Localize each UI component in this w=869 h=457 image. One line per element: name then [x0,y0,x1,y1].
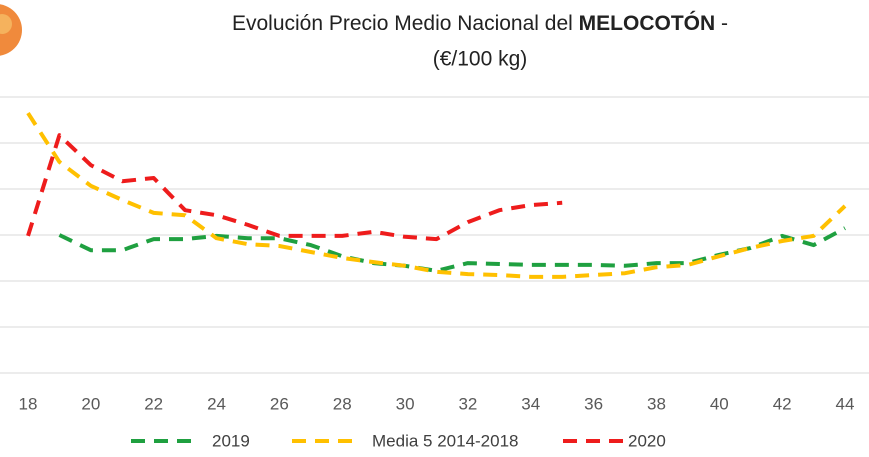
title-bold: MELOCOTÓN [579,11,716,35]
x-tick-label: 44 [836,394,855,413]
chart-subtitle: (€/100 kg) [433,48,528,71]
title-main: Evolución Precio Medio Nacional del [232,12,573,35]
x-tick-label: 20 [81,394,100,413]
x-tick-label: 42 [773,394,792,413]
x-tick-label: 32 [458,394,477,413]
chart-title: Evolución Precio Medio Nacional del MELO… [232,11,728,35]
series-line [28,135,562,239]
logo [0,4,22,56]
x-tick-label: 34 [521,394,540,413]
x-tick-label: 40 [710,394,729,413]
x-tick-label: 38 [647,394,666,413]
x-tick-label: 18 [19,394,38,413]
x-tick-label: 26 [270,394,289,413]
x-tick-label: 30 [396,394,415,413]
x-tick-label: 36 [584,394,603,413]
chart: Evolución Precio Medio Nacional del MELO… [0,0,869,457]
x-tick-label: 22 [144,394,163,413]
x-tick-label: 24 [207,394,226,413]
legend-label: Media 5 2014-2018 [372,431,519,450]
legend-label: 2019 [212,431,250,450]
x-tick-label: 28 [333,394,352,413]
title-suffix: - [721,12,728,35]
legend-label: 2020 [628,431,666,450]
